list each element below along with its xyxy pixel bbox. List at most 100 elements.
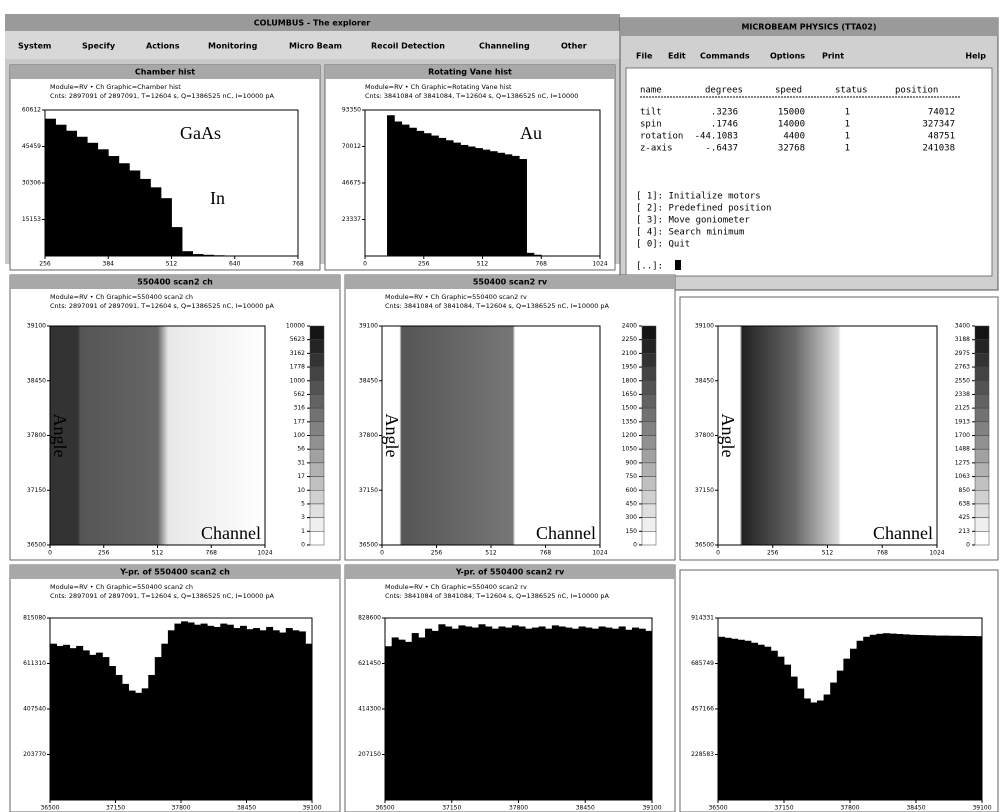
menu-item[interactable]: File [636,52,653,61]
histogram-bar [605,628,612,800]
histogram-bar [585,628,592,800]
histogram-bar [962,636,969,800]
menu-item[interactable]: System [18,42,51,51]
colorbar-label: 2250 [622,336,637,343]
histogram-bar [438,624,445,800]
colorbar-label: 850 [959,487,971,494]
x-tick-label: 39100 [972,805,991,812]
menu-item[interactable]: Commands [700,52,750,61]
histogram-bar [465,626,472,800]
colorbar-swatch [642,449,656,463]
panel-info: Cnts: 3841084 of 3841084, T=12604 s, Q=1… [385,592,610,600]
microbeam-title: MICROBEAM PHYSICS (TTA02) [741,23,876,32]
histogram-bar [445,626,452,800]
histogram-bar [50,644,57,800]
x-tick-label: 768 [206,550,218,557]
annotation: Au [520,123,542,143]
table-cell: 4400 [783,132,805,142]
column-header: status [835,86,868,96]
y-tick-label: 38450 [27,377,46,384]
histogram-bar [645,631,652,800]
histogram-bar [936,636,943,800]
histogram-bar [431,136,439,256]
colorbar-swatch [310,449,324,463]
menu-item[interactable]: Recoil Detection [371,42,445,51]
histogram-bar [483,150,491,256]
histogram-bar [161,198,172,256]
colorbar-label: 2125 [955,405,970,412]
histogram-bar [182,251,193,256]
menu-item[interactable]: Edit [668,52,686,61]
colorbar-swatch [975,353,989,367]
y-tick-label: 45459 [22,143,41,150]
colorbar-label: 10 [297,487,305,494]
colorbar-label: 2100 [622,350,637,357]
column-header: degrees [705,86,743,96]
annotation: Channel [201,523,261,543]
x-tick-label: 768 [877,550,889,557]
histogram-bar [193,254,204,256]
colorbar-label: 1950 [622,364,637,371]
x-tick-label: 256 [767,550,779,557]
table-cell: tilt [640,108,662,118]
menu-item[interactable]: Help [965,52,986,61]
histogram-bar [929,635,936,800]
y-tick-label: 37150 [27,487,46,494]
colorbar-swatch [642,463,656,477]
colorbar-swatch [310,518,324,532]
histogram-bar [969,636,976,800]
histogram-bar [830,683,837,800]
colorbar-label: 17 [297,473,305,480]
x-tick-label: 256 [39,261,51,268]
histogram-bar [109,666,116,800]
panel-info: Cnts: 2897091 of 2897091, T=12604 s, Q=1… [50,302,275,310]
histogram-bar [161,644,168,800]
histogram-bar [129,691,136,800]
histogram-bar [572,629,579,800]
histogram-bar [453,143,461,256]
histogram-bar [172,227,183,256]
y-tick-label: 203770 [23,751,46,758]
main-title: COLUMBUS - The explorer [254,19,370,28]
colorbar-label: 1778 [290,364,305,371]
table-cell: 241038 [922,144,955,154]
histogram-bar [305,644,312,800]
prompt: [..]: [636,262,663,272]
y-tick-label: 37150 [359,487,378,494]
menu-item[interactable]: Monitoring [208,42,258,51]
colorbar-label: 562 [294,391,306,398]
menu-item[interactable]: Print [822,52,844,61]
histogram-bar [425,629,432,800]
x-tick-label: 512 [166,261,178,268]
colorbar-label: 10000 [286,323,305,330]
colorbar-label: 1000 [290,377,305,384]
colorbar-swatch [975,436,989,450]
colorbar-label: 3188 [955,336,970,343]
x-tick-label: 37800 [509,805,528,812]
panel-title: Chamber hist [135,68,195,77]
heatmap [382,326,600,545]
histogram-bar [203,255,214,256]
table-cell: -44.1083 [695,132,738,142]
menu-item[interactable]: Channeling [479,42,530,51]
menu-item[interactable]: Micro Beam [289,42,342,51]
histogram-bar [273,630,280,800]
histogram-bar [292,630,299,800]
histogram-bar [497,153,505,256]
y-tick-label: 914331 [691,615,714,622]
colorbar-label: 0 [966,542,970,549]
histogram-bar [857,641,864,800]
menu-item[interactable]: Other [561,42,587,51]
colorbar-swatch [642,490,656,504]
histogram-bar [266,627,273,800]
table-cell: .3236 [711,108,738,118]
menu-item[interactable]: Options [770,52,805,61]
histogram-bar [260,630,267,800]
colorbar-swatch [642,353,656,367]
menu-item[interactable]: Specify [82,42,116,51]
menu-item[interactable]: Actions [146,42,180,51]
colorbar-swatch [975,408,989,422]
table-cell: 327347 [922,120,955,130]
y-tick-label: 37800 [695,432,714,439]
histogram-bar [876,634,883,800]
